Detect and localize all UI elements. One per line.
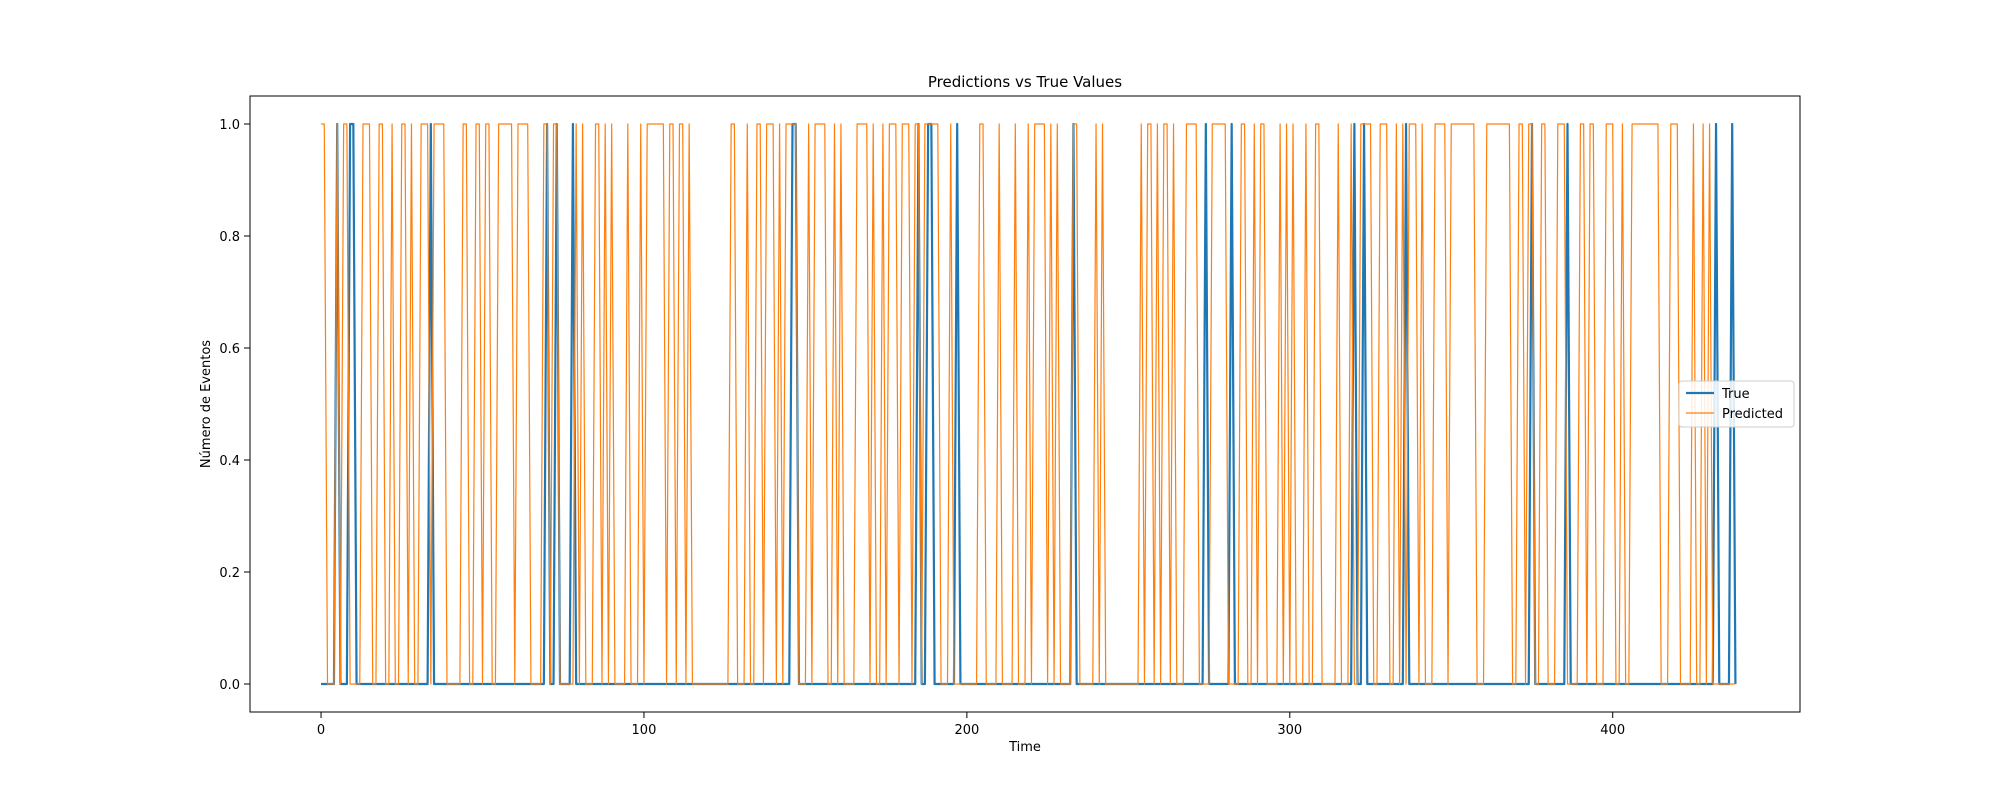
y-axis-label: Número de Eventos	[199, 340, 214, 468]
y-tick-label: 0.0	[219, 678, 240, 693]
y-tick-label: 0.8	[219, 230, 240, 245]
legend-label-predicted: Predicted	[1722, 407, 1783, 422]
x-axis-label: Time	[1008, 740, 1041, 755]
plot-frame	[249, 95, 1801, 713]
series-line-predicted	[321, 123, 1736, 685]
x-tick-label: 200	[954, 723, 979, 738]
y-tick-label: 0.2	[219, 566, 240, 581]
x-tick-label: 300	[1277, 723, 1302, 738]
y-tick-label: 1.0	[219, 118, 240, 133]
chart-title: Predictions vs True Values	[928, 73, 1122, 91]
y-tick-label: 0.6	[219, 342, 240, 357]
legend: True Predicted	[1678, 380, 1795, 428]
x-tick-label: 400	[1600, 723, 1625, 738]
y-tick-label: 0.4	[219, 454, 240, 469]
x-axis-ticks: 0 100 200 300 400	[317, 712, 1625, 738]
legend-label-true: True	[1721, 387, 1750, 402]
x-tick-label: 100	[632, 723, 657, 738]
plot-lines	[321, 122, 1737, 686]
x-tick-label: 0	[317, 723, 325, 738]
y-axis-ticks: 0.0 0.2 0.4 0.6 0.8 1.0	[219, 118, 250, 693]
